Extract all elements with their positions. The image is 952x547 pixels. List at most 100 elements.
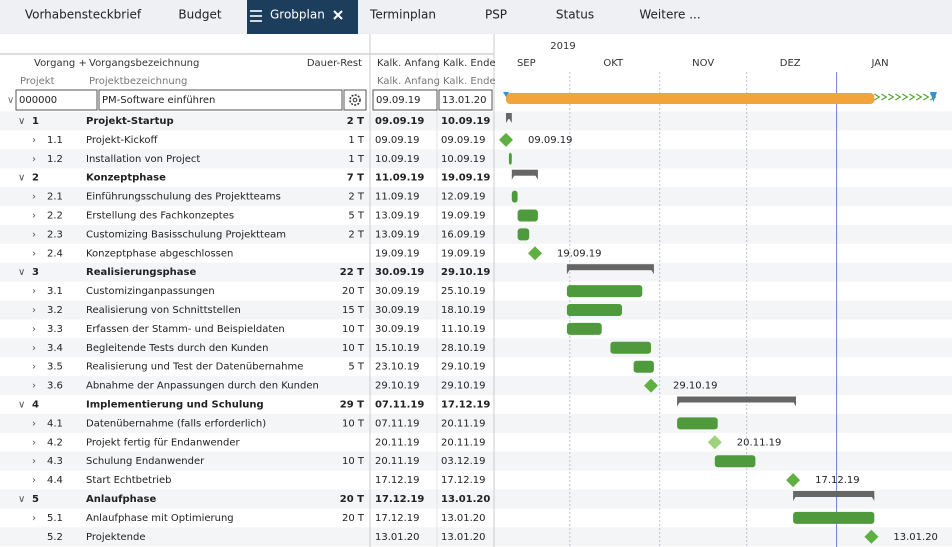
- tab-bar: [0, 0, 952, 34]
- milestone: [864, 529, 879, 544]
- summary-bar: [511, 169, 538, 176]
- task-bar: [511, 190, 518, 203]
- row-end: 29.10.19: [441, 381, 486, 392]
- arrow-decor: [873, 93, 881, 101]
- expand-icon[interactable]: ›: [32, 343, 36, 354]
- row-start: 15.10.19: [375, 343, 420, 354]
- task-bar: [677, 417, 718, 430]
- milestone: [786, 473, 801, 488]
- row-name: Begleitende Tests durch den Kunden: [86, 343, 268, 354]
- expand-icon[interactable]: ›: [32, 135, 36, 146]
- row-duration: 22 T: [340, 267, 364, 278]
- row-end: 11.10.19: [441, 324, 486, 335]
- row-end: 29.10.19: [441, 362, 486, 373]
- expand-icon[interactable]: ›: [32, 381, 36, 392]
- tab-label[interactable]: Vorhabensteckbrief: [25, 8, 142, 22]
- task-bar: [508, 152, 512, 165]
- expand-icon[interactable]: ›: [32, 305, 36, 316]
- input-box[interactable]: [15, 89, 98, 111]
- expand-icon[interactable]: ∨: [18, 267, 25, 278]
- expand-icon[interactable]: ›: [32, 456, 36, 467]
- col-subheader: Kalk. Anfang: [377, 76, 440, 87]
- row-start: 23.10.19: [375, 362, 420, 373]
- row-start: 09.09.19: [375, 135, 420, 146]
- collapse-icon[interactable]: ∨: [7, 95, 14, 106]
- task-bar: [566, 322, 602, 335]
- expand-icon[interactable]: ∨: [18, 173, 25, 184]
- task-bar: [517, 228, 530, 241]
- expand-icon[interactable]: ›: [32, 192, 36, 203]
- arrow-decor: [915, 93, 923, 101]
- milestone-label: 19.09.19: [557, 248, 602, 259]
- row-id: 4: [32, 400, 39, 411]
- row-name: Realisierung und Test der Datenübernahme: [86, 362, 303, 373]
- month-label: SEP: [517, 58, 536, 69]
- row-start: 30.09.19: [375, 305, 420, 316]
- project-name: PM-Software einführen: [102, 95, 215, 106]
- expand-icon[interactable]: ›: [32, 286, 36, 297]
- row-name: Implementierung und Schulung: [86, 400, 264, 411]
- close-icon[interactable]: [333, 10, 343, 20]
- col-header: Vorgangsbezeichnung: [89, 58, 199, 69]
- expand-icon[interactable]: ∨: [18, 494, 25, 505]
- row-duration: 1 T: [348, 154, 365, 165]
- gear-icon: [349, 94, 361, 106]
- milestone: [707, 435, 722, 450]
- expand-icon[interactable]: ›: [32, 418, 36, 429]
- tab-label[interactable]: Terminplan: [369, 8, 436, 22]
- project-start: 09.09.19: [376, 95, 421, 106]
- task-bar: [793, 511, 875, 524]
- expand-icon[interactable]: ›: [32, 475, 36, 486]
- expand-icon[interactable]: ›: [32, 229, 36, 240]
- tab-label[interactable]: PSP: [485, 8, 507, 22]
- row-name: Konzeptphase abgeschlossen: [86, 248, 233, 259]
- expand-icon[interactable]: ›: [32, 248, 36, 259]
- input-box[interactable]: [438, 89, 493, 111]
- col-subheader: Kalk. Ende: [443, 76, 496, 87]
- project-end: 13.01.20: [442, 95, 487, 106]
- task-bar: [610, 341, 651, 354]
- row-id: 2.3: [47, 229, 63, 240]
- expand-icon[interactable]: ›: [32, 154, 36, 165]
- project-bar: [506, 93, 875, 104]
- row-id: 2.2: [47, 211, 63, 222]
- expand-icon[interactable]: ∨: [18, 400, 25, 411]
- col-header: Kalk. Ende: [443, 58, 496, 69]
- input-box[interactable]: [98, 89, 343, 111]
- row-start: 30.09.19: [375, 324, 420, 335]
- expand-icon[interactable]: ›: [32, 324, 36, 335]
- tab-label[interactable]: Weitere ...: [639, 8, 700, 22]
- row-name: Projekt-Kickoff: [86, 135, 159, 146]
- col-subheader: Projektbezeichnung: [89, 76, 187, 87]
- row-start: 29.10.19: [375, 381, 420, 392]
- expand-icon[interactable]: ∨: [18, 116, 25, 127]
- row-name: Konzeptphase: [86, 173, 166, 184]
- row-name: Anlaufphase: [86, 494, 156, 505]
- row-id: 2: [32, 173, 39, 184]
- row-start: 30.09.19: [375, 267, 424, 278]
- row-end: 20.11.19: [441, 418, 486, 429]
- tab-label[interactable]: Budget: [178, 8, 221, 22]
- expand-icon[interactable]: ›: [32, 437, 36, 448]
- row-stripe: [0, 527, 952, 547]
- row-duration: 10 T: [342, 343, 365, 354]
- input-box[interactable]: [372, 89, 438, 111]
- arrow-decor: [908, 93, 916, 101]
- row-id: 4.2: [47, 437, 63, 448]
- row-name: Abnahme der Anpassungen durch den Kunden: [86, 381, 319, 392]
- tab-label[interactable]: Grobplan: [270, 8, 325, 22]
- settings-button[interactable]: [343, 89, 367, 111]
- row-id: 1.1: [47, 135, 63, 146]
- row-name: Realisierungsphase: [86, 267, 197, 278]
- expand-icon[interactable]: ›: [32, 513, 36, 524]
- task-bar: [714, 455, 756, 468]
- row-duration: 2 T: [347, 116, 364, 127]
- row-name: Realisierung von Schnittstellen: [86, 305, 241, 316]
- row-id: 4.4: [47, 475, 63, 486]
- task-bar: [633, 360, 654, 373]
- expand-icon[interactable]: ›: [32, 362, 36, 373]
- expand-icon[interactable]: ›: [32, 211, 36, 222]
- row-duration: 5 T: [348, 362, 365, 373]
- tab-label[interactable]: Status: [556, 8, 594, 22]
- row-start: 20.11.19: [375, 456, 420, 467]
